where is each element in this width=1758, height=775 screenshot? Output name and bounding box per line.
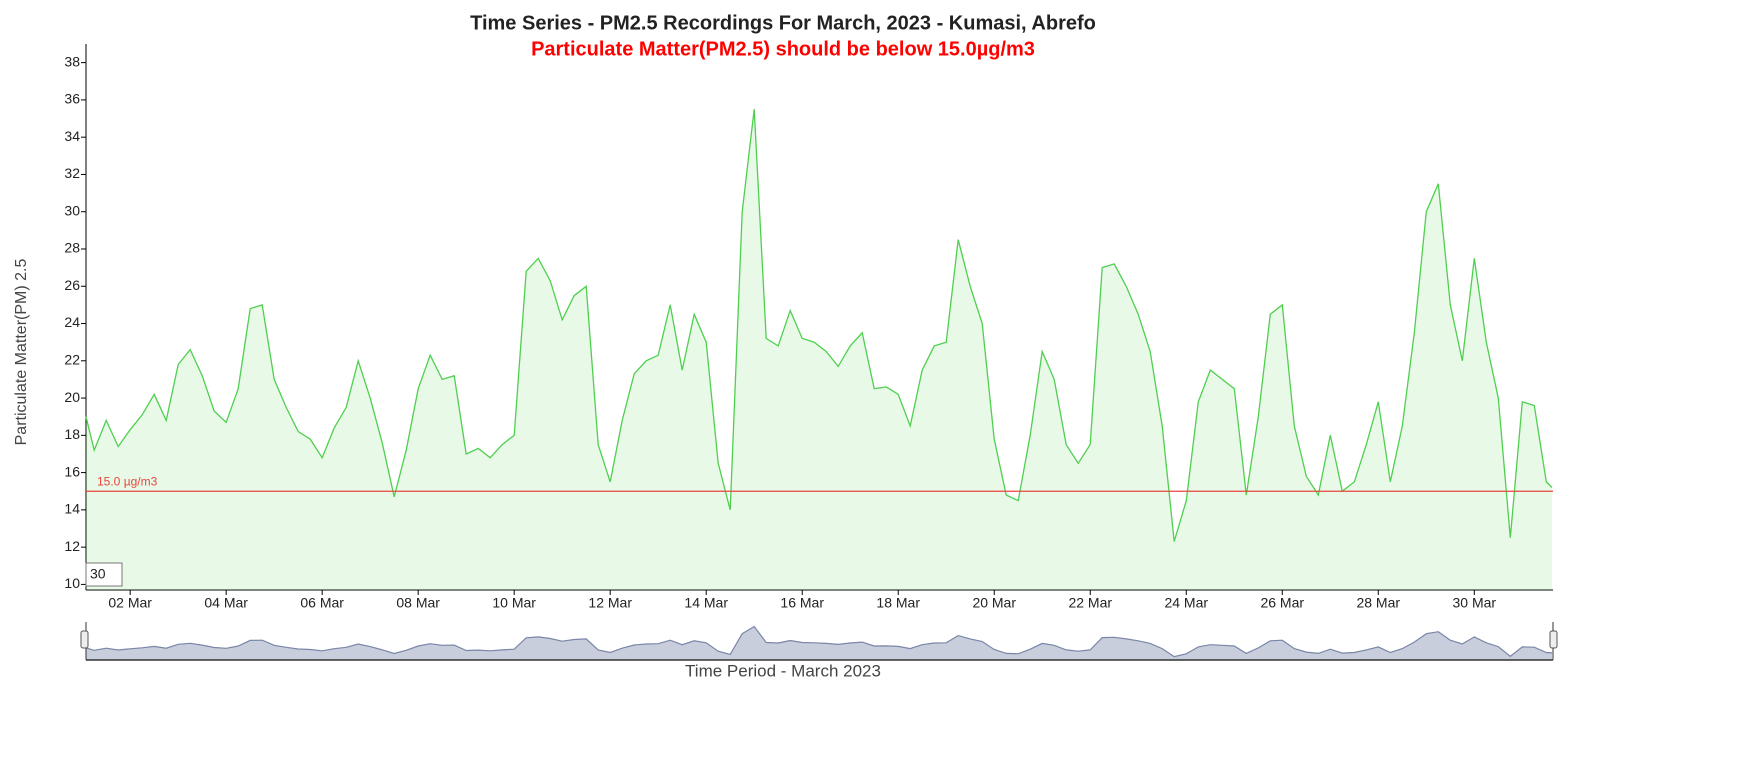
y-tick-label: 20 [64,389,80,405]
x-tick-label: 02 Mar [108,595,152,611]
x-tick-label: 18 Mar [876,595,920,611]
y-tick-label: 26 [64,277,80,293]
y-tick-label: 28 [64,240,80,256]
y-tick-label: 24 [64,314,80,330]
y-tick-label: 22 [64,351,80,367]
x-axis-label: Time Period - March 2023 [685,661,881,680]
y-tick-label: 34 [64,128,80,144]
x-tick-label: 26 Mar [1260,595,1304,611]
x-tick-label: 16 Mar [780,595,824,611]
rolling-period-value: 30 [90,566,106,582]
x-tick-label: 12 Mar [588,595,632,611]
chart-title: Time Series - PM2.5 Recordings For March… [470,12,1096,34]
x-tick-label: 22 Mar [1068,595,1112,611]
y-tick-label: 32 [64,165,80,181]
chart-subtitle: Particulate Matter(PM2.5) should be belo… [531,38,1035,60]
threshold-label: 15.0 µg/m3 [97,474,158,488]
x-tick-label: 10 Mar [492,595,536,611]
y-tick-label: 12 [64,538,80,554]
y-tick-label: 10 [64,575,80,591]
x-tick-label: 04 Mar [204,595,248,611]
x-tick-label: 14 Mar [684,595,728,611]
y-tick-label: 30 [64,202,80,218]
y-tick-label: 16 [64,463,80,479]
range-handle[interactable] [1549,630,1558,649]
navigator-line [85,625,1553,658]
x-tick-label: 08 Mar [396,595,440,611]
y-axis-label: Particulate Matter(PM) 2.5 [13,259,30,446]
y-tick-label: 18 [64,426,80,442]
range-handle[interactable] [80,630,89,649]
series-line [85,109,1553,542]
y-tick-label: 38 [64,53,80,69]
x-tick-label: 30 Mar [1452,595,1496,611]
series-area [86,109,1552,590]
y-tick-label: 36 [64,91,80,107]
y-tick-label: 14 [64,501,80,517]
x-tick-label: 06 Mar [300,595,344,611]
rolling-period-input[interactable] [85,562,123,587]
x-tick-label: 20 Mar [972,595,1016,611]
x-tick-label: 28 Mar [1356,595,1400,611]
x-tick-label: 24 Mar [1164,595,1208,611]
